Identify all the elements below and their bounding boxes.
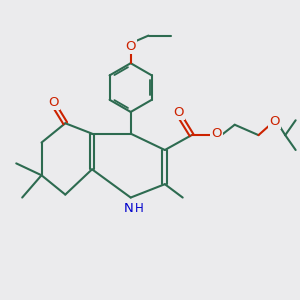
Text: O: O (48, 96, 59, 109)
Text: O: O (125, 40, 136, 53)
Text: H: H (135, 202, 143, 215)
Text: O: O (269, 115, 280, 128)
Text: O: O (173, 106, 184, 119)
Text: O: O (211, 127, 221, 140)
Text: N: N (123, 202, 133, 215)
